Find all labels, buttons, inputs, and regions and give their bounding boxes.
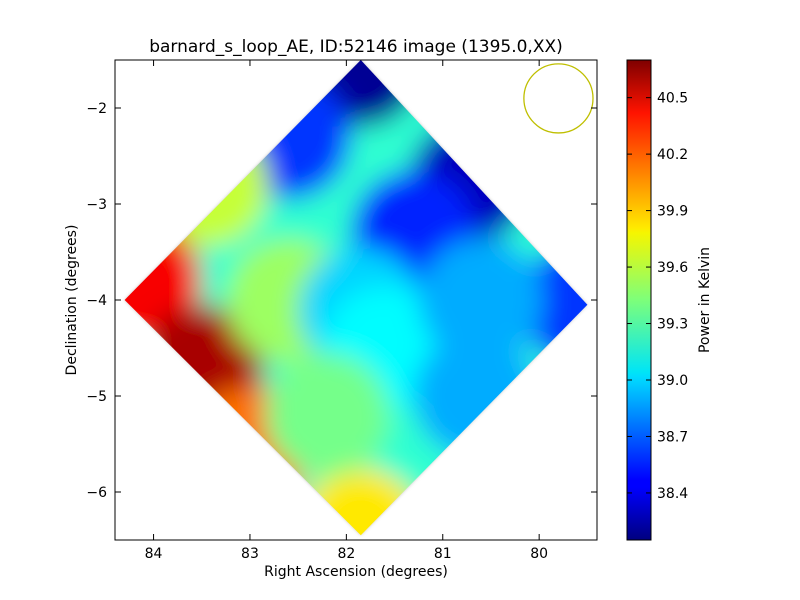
x-tick-label: 81: [434, 546, 452, 562]
x-tick-label: 80: [530, 546, 548, 562]
y-tick-label: −6: [86, 485, 107, 501]
y-tick-label: −2: [86, 101, 107, 117]
heatmap-sample: [298, 468, 423, 536]
colorbar: 38.4 38.7 39.0 39.3 39.6 39.9 40.2 40.5 Power i…: [626, 59, 713, 541]
heatmap-sample: [520, 242, 588, 367]
colorbar-label: Power in Kelvin: [697, 247, 713, 353]
colorbar-tick-label: 39.6: [657, 260, 688, 276]
y-axis-title: Declination (degrees): [64, 225, 80, 376]
plot-area: 84 83 82 81 80 −2 −3 −4 −5 −6: [86, 59, 598, 562]
colorbar-tick-label: 40.2: [657, 147, 688, 163]
colorbar-gradient: [627, 60, 651, 540]
x-tick-label: 84: [145, 546, 163, 562]
y-tick-label: −3: [86, 197, 107, 213]
chart-title: barnard_s_loop_AE, ID:52146 image (1395.…: [149, 37, 563, 57]
colorbar-frame: [626, 59, 652, 541]
colorbar-tick-label: 38.7: [657, 429, 688, 445]
colorbar-ticks: 38.4 38.7 39.0 39.3 39.6 39.9 40.2 40.5: [627, 91, 688, 502]
colorbar-tick-label: 39.3: [657, 317, 688, 333]
heatmap-sample: [419, 238, 544, 362]
colorbar-tick-label: 38.4: [657, 486, 688, 502]
x-tick-label: 82: [337, 546, 355, 562]
colorbar-tick-label: 39.9: [657, 204, 688, 220]
y-tick-label: −4: [86, 293, 107, 309]
x-axis-title: Right Ascension (degrees): [264, 564, 448, 580]
heatmap-sample: [265, 353, 390, 478]
colorbar-tick-label: 40.5: [657, 91, 688, 107]
y-tick-label: −5: [86, 389, 107, 405]
beam-circle: [523, 63, 594, 134]
x-tick-label: 83: [241, 546, 259, 562]
x-axis-ticks: 84 83 82 81 80: [145, 60, 548, 562]
y-axis-ticks: −2 −3 −4 −5 −6: [86, 101, 597, 501]
colorbar-tick-label: 39.0: [657, 373, 688, 389]
